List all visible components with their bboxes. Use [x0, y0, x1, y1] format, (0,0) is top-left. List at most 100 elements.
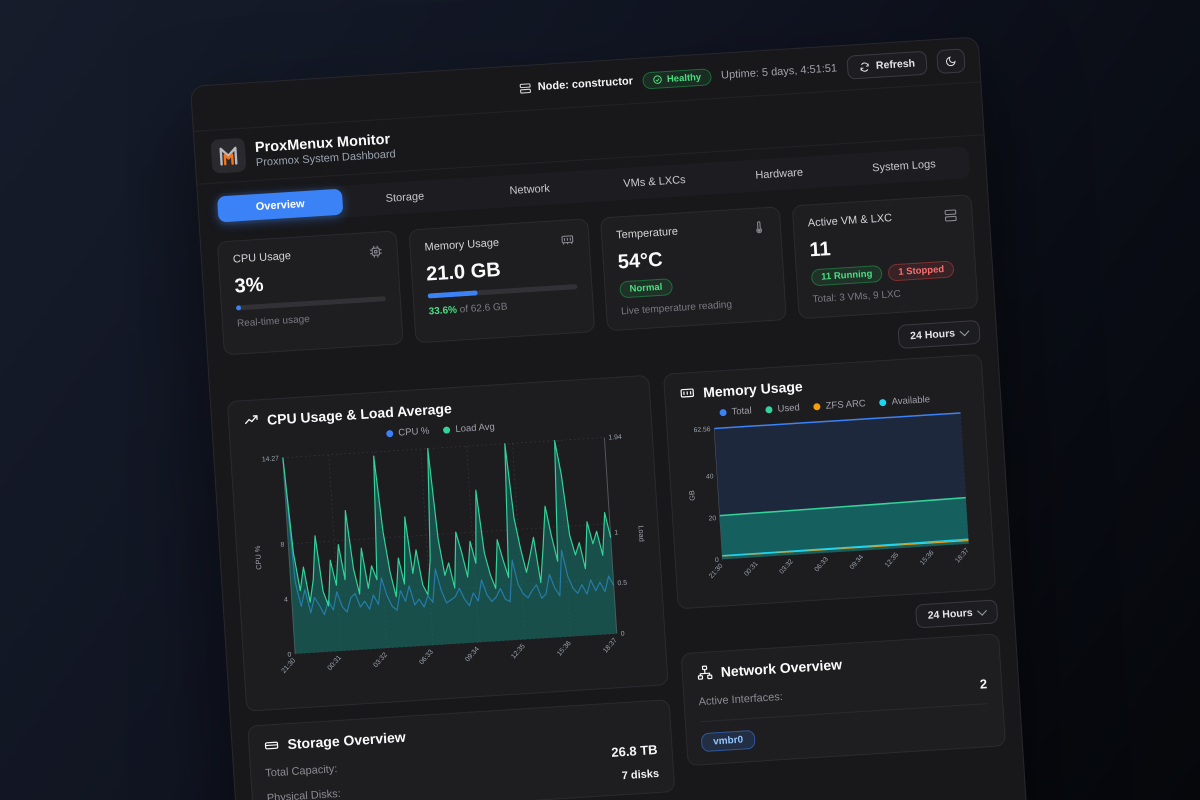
vm-count-value: 11	[808, 238, 832, 262]
cpu-load-chart-card: CPU Usage & Load Average CPU % Load Avg 2…	[226, 374, 669, 712]
memory-time-range-select[interactable]: 24 Hours	[915, 599, 999, 629]
svg-text:14.27: 14.27	[262, 455, 280, 463]
cpu-progress-fill	[235, 305, 241, 311]
chevron-down-icon	[977, 606, 987, 617]
svg-text:06:33: 06:33	[418, 649, 435, 667]
svg-text:12:35: 12:35	[884, 551, 901, 568]
app-header: ProxMenux Monitor Proxmox System Dashboa…	[193, 82, 984, 185]
active-vm-lxc-card: Active VM & LXC 11 11 Running 1 Stopped …	[791, 194, 979, 320]
memory-progress-track	[427, 284, 578, 299]
thermometer-icon	[756, 221, 763, 234]
tab-network[interactable]: Network	[509, 182, 551, 198]
svg-text:00:31: 00:31	[743, 560, 760, 577]
network-icon	[697, 665, 713, 681]
svg-text:GB: GB	[687, 490, 697, 501]
vm-card-title: Active VM & LXC	[807, 212, 893, 230]
legend-item: Load Avg	[443, 422, 495, 436]
svg-text:1: 1	[614, 529, 618, 536]
svg-text:Load: Load	[637, 525, 647, 542]
svg-text:00:31: 00:31	[326, 654, 343, 672]
storage-title: Storage Overview	[286, 728, 407, 752]
trending-up-icon	[244, 415, 258, 425]
tab-overview[interactable]: Overview	[216, 188, 344, 223]
vm-running-badge: 11 Running	[810, 264, 883, 287]
moon-icon	[946, 56, 956, 67]
cpu-card-title: CPU Usage	[232, 250, 292, 266]
temperature-caption: Live temperature reading	[620, 299, 733, 318]
svg-text:0.5: 0.5	[617, 580, 627, 588]
svg-text:15:36: 15:36	[919, 549, 936, 566]
svg-text:4: 4	[284, 597, 288, 604]
network-title: Network Overview	[720, 656, 843, 681]
hard-drive-icon	[264, 741, 279, 749]
left-column: CPU Usage & Load Average CPU % Load Avg 2…	[226, 374, 676, 800]
cpu-usage-card: CPU Usage 3% Real-time usage	[216, 230, 404, 356]
refresh-button[interactable]: Refresh	[846, 50, 928, 80]
svg-text:21:30: 21:30	[708, 562, 725, 579]
check-circle-icon	[653, 75, 663, 84]
refresh-icon	[860, 62, 869, 72]
node-label: Node: constructor	[537, 75, 634, 94]
temperature-card-title: Temperature	[615, 225, 679, 242]
server-icon	[519, 82, 531, 94]
cpu-progress-track	[235, 296, 386, 311]
temperature-status-badge: Normal	[619, 278, 673, 299]
svg-text:20: 20	[708, 515, 716, 522]
cpu-value: 3%	[233, 273, 265, 298]
memory-chart-card: Memory Usage Total Used ZFS ARC Available 2…	[662, 353, 997, 610]
memory-stick-icon	[561, 235, 574, 245]
node-indicator: Node: constructor	[518, 75, 633, 95]
uptime-text: Uptime: 5 days, 4:51:51	[720, 62, 838, 82]
cpu-chart-title: CPU Usage & Load Average	[266, 400, 453, 428]
svg-text:0: 0	[287, 652, 291, 659]
memory-value: 21.0 GB	[425, 258, 502, 286]
memory-chart-title: Memory Usage	[702, 378, 804, 401]
svg-text:12:35: 12:35	[510, 643, 527, 661]
tab-system-logs[interactable]: System Logs	[871, 158, 937, 175]
svg-text:21:30: 21:30	[281, 657, 298, 675]
svg-text:62.56: 62.56	[693, 426, 711, 434]
cpu-load-chart: 21:30 00:31 03:32 06:33 09:34 12:35 15:36 18:37…	[253, 434, 647, 675]
tab-vms-lxcs[interactable]: VMs & LXCs	[622, 174, 686, 190]
svg-text:0: 0	[621, 631, 625, 638]
svg-text:CPU %: CPU %	[253, 545, 264, 570]
tab-hardware[interactable]: Hardware	[755, 166, 804, 182]
temperature-card: Temperature 54°C Normal Live temperature…	[600, 206, 787, 332]
interface-pills: vmbr0	[700, 715, 991, 753]
memory-caption: 33.6% of 62.6 GB	[428, 301, 508, 318]
time-range-select[interactable]: 24 Hours	[897, 319, 981, 350]
memory-card-title: Memory Usage	[424, 236, 500, 254]
legend-item: Used	[765, 402, 800, 415]
vm-caption: Total: 3 VMs, 9 LXC	[812, 288, 902, 306]
legend-item: CPU %	[386, 426, 430, 440]
svg-text:8: 8	[280, 542, 284, 549]
chevron-down-icon	[959, 326, 970, 337]
legend-item: ZFS ARC	[813, 398, 866, 412]
cpu-caption: Real-time usage	[236, 313, 311, 330]
proxmenux-m-icon	[219, 146, 238, 166]
app-logo	[210, 137, 247, 174]
theme-toggle-button[interactable]	[936, 48, 966, 75]
legend-item: Total	[719, 405, 752, 418]
tab-storage[interactable]: Storage	[385, 190, 425, 205]
status-bar: Node: constructor Healthy Uptime: 5 days…	[191, 37, 981, 132]
svg-text:15:36: 15:36	[556, 640, 573, 658]
memory-usage-chart: 21:30 00:31 03:32 06:33 09:34 12:35 15:36 18:37…	[687, 412, 971, 580]
svg-text:18:37: 18:37	[602, 637, 619, 655]
memory-usage-card: Memory Usage 21.0 GB 33.6% of 62.6 GB	[408, 218, 596, 344]
svg-text:03:32: 03:32	[372, 651, 389, 669]
cpu-icon	[369, 245, 382, 258]
svg-text:1.94: 1.94	[608, 434, 622, 442]
svg-text:09:34: 09:34	[849, 554, 866, 571]
memory-stick-icon	[680, 388, 694, 398]
interface-badge[interactable]: vmbr0	[700, 730, 756, 753]
memory-progress-fill	[427, 290, 479, 299]
dashboard-window: Node: constructor Healthy Uptime: 5 days…	[190, 36, 1039, 800]
svg-text:03:32: 03:32	[778, 558, 795, 575]
stat-cards: CPU Usage 3% Real-time usage Memory Usag…	[216, 194, 979, 356]
vm-stopped-badge: 1 Stopped	[887, 260, 955, 282]
right-column: Memory Usage Total Used ZFS ARC Available 2…	[662, 353, 1007, 767]
server-stack-icon	[944, 209, 957, 222]
svg-text:06:33: 06:33	[813, 556, 830, 573]
svg-text:09:34: 09:34	[464, 646, 481, 664]
